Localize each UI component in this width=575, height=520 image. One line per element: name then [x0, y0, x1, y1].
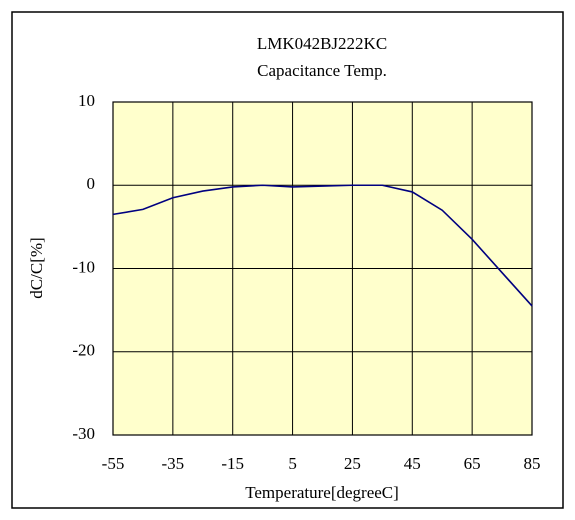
y-axis-label: dC/C[%] [27, 237, 46, 298]
x-tick-label: -55 [102, 454, 125, 473]
x-tick-label: 45 [404, 454, 421, 473]
x-tick-label: 85 [524, 454, 541, 473]
x-tick-label: -35 [162, 454, 185, 473]
y-tick-label: -10 [72, 257, 95, 276]
x-axis-label: Temperature[degreeC] [245, 483, 399, 502]
plot-border [112, 101, 533, 436]
y-tick-label: -20 [72, 341, 95, 360]
x-tick-label: 25 [344, 454, 361, 473]
chart-subtitle: Capacitance Temp. [257, 61, 387, 80]
y-tick-label: 10 [78, 91, 95, 110]
x-tick-label: 65 [464, 454, 481, 473]
y-tick-label: 0 [87, 174, 96, 193]
y-tick-label: -30 [72, 424, 95, 443]
chart-title: LMK042BJ222KC [257, 34, 387, 53]
x-tick-label: 5 [288, 454, 297, 473]
data-line [112, 184, 533, 307]
x-tick-label: -15 [221, 454, 244, 473]
